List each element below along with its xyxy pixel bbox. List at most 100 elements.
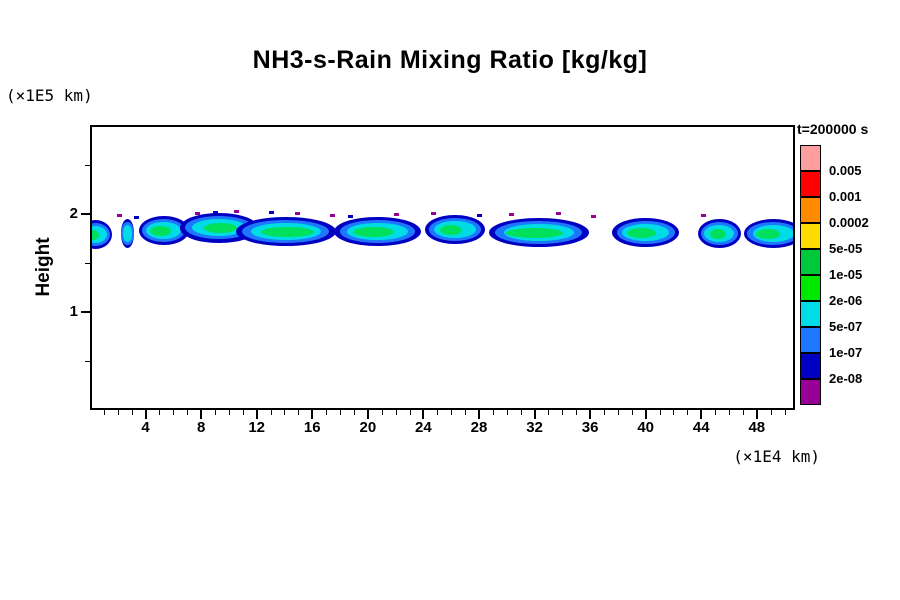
y-major-tick [81, 311, 90, 314]
x-tick-label: 44 [692, 419, 710, 436]
colorbar-swatch [800, 171, 821, 197]
x-tick-label: 24 [415, 419, 432, 436]
contour-core [506, 227, 563, 238]
x-minor-tick [298, 410, 300, 415]
contour-inner [122, 225, 133, 243]
colorbar-swatch [800, 275, 821, 301]
x-major-tick [700, 410, 703, 419]
x-major-tick [755, 410, 758, 419]
x-major-tick [144, 410, 147, 419]
colorbar-label: 5e-07 [829, 319, 863, 334]
x-minor-tick [117, 410, 119, 415]
contour-speck [329, 214, 335, 218]
colorbar-label: 2e-08 [829, 371, 863, 386]
x-minor-tick [687, 410, 689, 415]
x-minor-tick [159, 410, 161, 415]
contour-speck [294, 212, 300, 216]
y-axis-label: Height [33, 237, 54, 297]
contour-speck [431, 212, 437, 216]
colorbar-swatch [800, 301, 821, 327]
x-minor-tick [131, 410, 133, 415]
x-tick-label: 4 [141, 419, 150, 436]
x-minor-tick [520, 410, 522, 415]
colorbar-swatch [800, 327, 821, 353]
y-axis-unit-label: (×1E5 km) [6, 86, 93, 105]
contour-speck [476, 214, 482, 218]
x-minor-tick [353, 410, 355, 415]
x-major-tick [477, 410, 480, 419]
x-minor-tick [242, 410, 244, 415]
x-major-tick [311, 410, 314, 419]
colorbar-label: 1e-05 [829, 267, 863, 282]
x-minor-tick [729, 410, 730, 415]
y-tick-label: 2 [69, 205, 78, 223]
contour-core [710, 228, 726, 239]
x-tick-label: 48 [748, 419, 766, 436]
contour-core [203, 222, 238, 233]
contour-speck [117, 214, 123, 218]
chart-title: NH3-s-Rain Mixing Ratio [kg/kg] [252, 46, 648, 74]
contour-speck [194, 212, 200, 216]
x-tick-label: 40 [637, 419, 654, 436]
contour-core [353, 226, 394, 237]
x-minor-tick [340, 410, 342, 415]
x-tick-label: 36 [581, 419, 599, 436]
x-minor-tick [770, 410, 772, 415]
contour-core [150, 225, 172, 236]
x-minor-tick [576, 410, 578, 415]
colorbar-swatch [800, 197, 821, 223]
x-minor-tick [228, 410, 230, 415]
x-minor-tick [187, 410, 189, 415]
colorbar-swatch [800, 223, 821, 249]
contour-speck [213, 211, 219, 215]
x-major-tick [366, 410, 369, 419]
colorbar [800, 145, 821, 405]
contour-speck [393, 213, 399, 217]
x-minor-tick [284, 410, 286, 415]
x-minor-tick [326, 410, 328, 415]
contour-core [626, 227, 657, 238]
x-minor-tick [742, 410, 744, 415]
colorbar-label: 1e-07 [829, 345, 863, 360]
contour-speck [556, 212, 562, 216]
x-minor-tick [437, 410, 439, 415]
x-major-tick [533, 410, 536, 419]
colorbar-swatch [800, 379, 821, 405]
contour-speck [700, 214, 706, 218]
x-minor-tick [603, 410, 605, 415]
contour-speck [508, 213, 514, 217]
contour-core [440, 224, 463, 235]
x-minor-tick [492, 410, 494, 415]
colorbar-label: 0.001 [829, 189, 862, 204]
x-minor-tick [395, 410, 397, 415]
y-tick-label: 1 [69, 303, 78, 321]
x-minor-tick [715, 410, 717, 415]
x-minor-tick [381, 410, 383, 415]
contour-speck [347, 215, 353, 219]
x-minor-tick [451, 410, 453, 415]
x-minor-tick [506, 410, 508, 415]
contour-core [90, 229, 100, 240]
contour-speck [268, 211, 274, 215]
x-tick-label: 28 [470, 419, 488, 436]
contour-speck [233, 210, 239, 214]
x-tick-label: 12 [248, 419, 266, 436]
time-label: t=200000 s [797, 121, 869, 137]
x-minor-tick [631, 410, 633, 415]
colorbar-swatch [800, 353, 821, 379]
colorbar-label: 2e-06 [829, 293, 863, 308]
x-minor-tick [465, 410, 467, 415]
x-major-tick [422, 410, 425, 419]
colorbar-label: 0.0002 [829, 215, 869, 230]
x-axis-unit-label: (×1E4 km) [733, 447, 820, 466]
x-tick-label: 16 [303, 419, 321, 436]
contour-speck [133, 216, 139, 220]
x-tick-label: 8 [196, 419, 206, 436]
contour-speck [590, 215, 596, 219]
x-minor-tick [784, 410, 786, 415]
colorbar-labels: 0.005 0.001 0.0002 5e-05 1e-05 2e-06 5e-07 1e-0… [829, 145, 889, 405]
x-major-tick [200, 410, 203, 419]
x-minor-tick [673, 410, 675, 415]
x-minor-tick [103, 410, 105, 415]
